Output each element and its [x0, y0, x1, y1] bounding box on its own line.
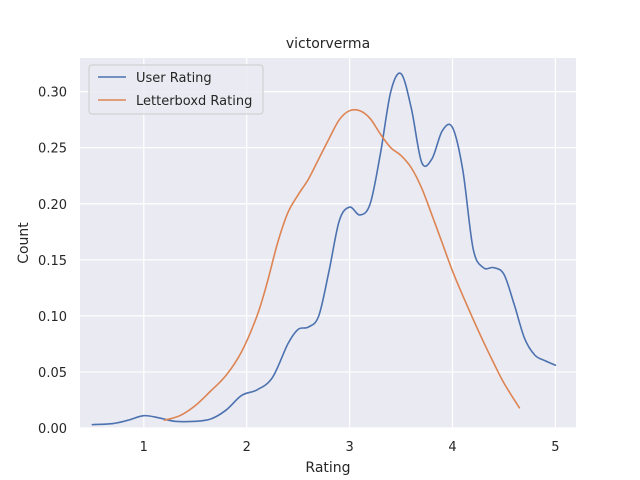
x-tick-label: 2 — [243, 440, 251, 455]
y-axis-label: Count — [16, 222, 32, 264]
x-tick-label: 1 — [140, 440, 148, 455]
grid — [80, 58, 576, 429]
chart-title: victorverma — [286, 36, 370, 52]
legend-label-2: Letterboxd Rating — [136, 94, 252, 109]
x-axis-label: Rating — [305, 460, 350, 476]
legend-label-1: User Rating — [136, 71, 212, 86]
y-tick-labels: 0.00 0.05 0.10 0.15 0.20 0.25 0.30 — [38, 86, 67, 437]
y-tick-label: 0.15 — [38, 254, 67, 269]
plot-background — [80, 58, 576, 428]
x-tick-labels: 1 2 3 4 5 — [140, 440, 560, 455]
y-tick-label: 0.30 — [38, 86, 67, 101]
series-lines — [91, 72, 557, 426]
y-tick-label: 0.10 — [38, 310, 67, 325]
y-tick-label: 0.25 — [38, 142, 67, 157]
x-tick-label: 3 — [345, 440, 353, 455]
y-tick-label: 0.05 — [38, 366, 67, 381]
series-line-2 — [163, 108, 521, 421]
x-tick-label: 4 — [448, 440, 456, 455]
series-line-1 — [91, 72, 557, 426]
legend: User Rating Letterboxd Rating — [88, 64, 264, 115]
legend-frame — [88, 64, 264, 115]
y-tick-label: 0.00 — [38, 422, 67, 437]
x-tick-label: 5 — [551, 440, 559, 455]
y-tick-label: 0.20 — [38, 198, 67, 213]
